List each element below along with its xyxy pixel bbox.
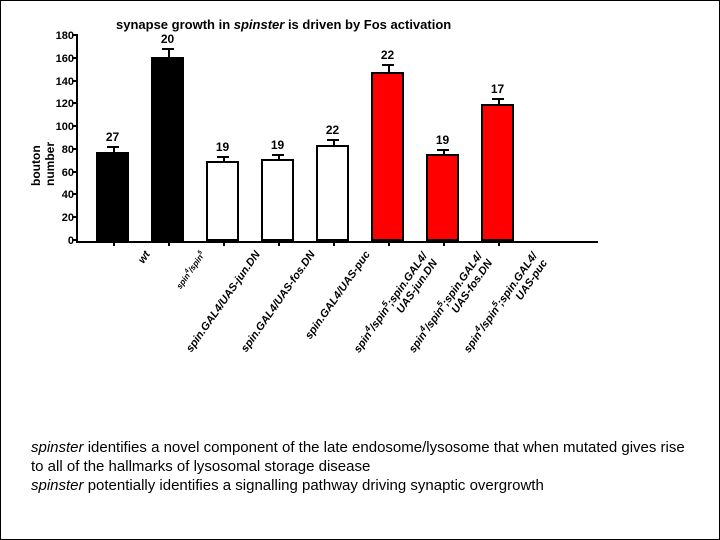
caption-line2-italic: spinster — [31, 477, 84, 494]
caption: spinster identifies a novel component of… — [31, 439, 689, 495]
y-tick-mark — [73, 239, 78, 241]
bar-n-label: 19 — [216, 140, 229, 154]
y-tick-mark — [73, 125, 78, 127]
bar — [261, 159, 294, 241]
error-bar — [113, 148, 115, 153]
y-tick-label: 80 — [62, 144, 78, 156]
bar-n-label: 19 — [271, 138, 284, 152]
x-tick-mark — [443, 241, 445, 246]
y-axis-label: bouton number — [29, 142, 57, 186]
bar — [151, 57, 184, 242]
y-tick-mark — [73, 57, 78, 59]
title-suffix: is driven by Fos activation — [284, 17, 451, 32]
error-bar — [498, 100, 500, 105]
bar-n-label: 22 — [381, 48, 394, 62]
x-tick-mark — [223, 241, 225, 246]
plot-area: 02040608010012014016018027wt20spin4/spin… — [76, 36, 598, 243]
y-tick-label: 0 — [68, 235, 78, 247]
x-tick-mark — [168, 241, 170, 246]
x-tick-mark — [498, 241, 500, 246]
y-tick-label: 60 — [62, 167, 78, 179]
bar — [371, 72, 404, 241]
title-prefix: synapse growth in — [116, 17, 234, 32]
error-bar-cap — [107, 146, 119, 148]
bar-n-label: 17 — [491, 82, 504, 96]
y-tick-mark — [73, 193, 78, 195]
error-bar-cap — [492, 98, 504, 100]
y-tick-label: 120 — [56, 98, 78, 110]
error-bar-cap — [272, 154, 284, 156]
x-tick-mark — [278, 241, 280, 246]
error-bar-cap — [327, 139, 339, 141]
error-bar — [278, 156, 280, 159]
error-bar-cap — [162, 48, 174, 50]
y-tick-mark — [73, 102, 78, 104]
error-bar-cap — [382, 64, 394, 66]
error-bar — [443, 151, 445, 154]
error-bar — [223, 158, 225, 161]
y-tick-label: 100 — [56, 121, 78, 133]
caption-line1-rest: identifies a novel component of the late… — [31, 439, 685, 475]
error-bar-cap — [217, 156, 229, 158]
bar-n-label: 19 — [436, 133, 449, 147]
x-tick-mark — [388, 241, 390, 246]
bar-n-label: 22 — [326, 123, 339, 137]
y-tick-mark — [73, 216, 78, 218]
bar — [426, 154, 459, 241]
error-bar — [168, 50, 170, 57]
bar — [316, 145, 349, 241]
y-tick-label: 160 — [56, 53, 78, 65]
bar — [206, 161, 239, 241]
title-italic: spinster — [234, 17, 285, 32]
y-tick-label: 20 — [62, 212, 78, 224]
y-tick-label: 180 — [56, 30, 78, 42]
bar — [96, 152, 129, 241]
error-bar-cap — [437, 149, 449, 151]
caption-line2-rest: potentially identifies a signalling path… — [84, 477, 544, 494]
y-tick-mark — [73, 34, 78, 36]
caption-line1-italic: spinster — [31, 439, 84, 456]
chart-title: synapse growth in spinster is driven by … — [116, 17, 451, 32]
y-tick-mark — [73, 80, 78, 82]
y-tick-label: 140 — [56, 76, 78, 88]
y-tick-mark — [73, 171, 78, 173]
bar — [481, 104, 514, 241]
error-bar — [388, 66, 390, 73]
bar-n-label: 27 — [106, 130, 119, 144]
error-bar — [333, 141, 335, 146]
y-tick-label: 40 — [62, 189, 78, 201]
x-tick-mark — [333, 241, 335, 246]
x-tick-mark — [113, 241, 115, 246]
bar-n-label: 20 — [161, 32, 174, 46]
y-tick-mark — [73, 148, 78, 150]
